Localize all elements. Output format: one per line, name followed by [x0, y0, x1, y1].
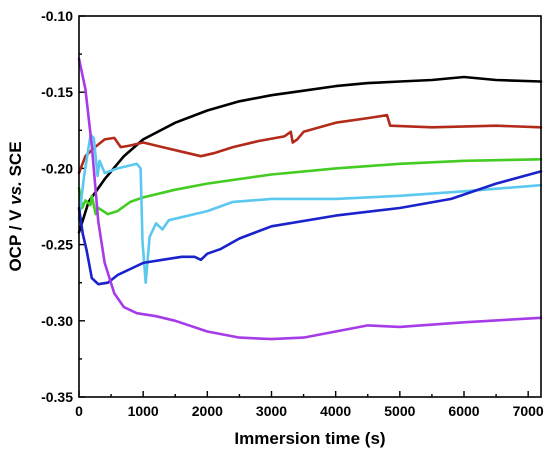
y-tick-label: -0.15 — [41, 84, 73, 100]
y-tick-label: -0.10 — [41, 8, 73, 24]
plot-frame — [78, 15, 542, 398]
series-line-5 — [77, 170, 543, 286]
y-tick-label: -0.30 — [41, 313, 73, 329]
series-line-6 — [77, 57, 543, 341]
series-line-4 — [77, 133, 543, 284]
series-line-1 — [77, 75, 543, 234]
x-tick-label: 5000 — [384, 403, 415, 419]
x-tick-label: 0 — [75, 403, 83, 419]
axis-ticks — [78, 15, 529, 398]
x-tick-label: 2000 — [192, 403, 223, 419]
y-axis-title: OCP / V vs. SCE — [6, 141, 25, 271]
y-axis-title-suffix: SCE — [6, 141, 25, 181]
y-tick-label: -0.20 — [41, 160, 73, 176]
y-tick-label: -0.35 — [41, 389, 73, 405]
series-line-3 — [77, 158, 543, 216]
x-axis-title: Immersion time (s) — [234, 429, 385, 448]
series-group — [77, 57, 543, 341]
y-axis-title-prefix: OCP / V — [6, 205, 25, 272]
y-tick-label: -0.25 — [41, 237, 73, 253]
x-tick-label: 6000 — [448, 403, 479, 419]
tick-labels: 0 1000 2000 3000 4000 5000 6000 7000 -0.10 -0.15 -… — [41, 8, 544, 419]
x-tick-label: 7000 — [513, 403, 544, 419]
series-line-2 — [77, 113, 543, 175]
x-tick-label: 1000 — [128, 403, 159, 419]
x-tick-label: 3000 — [256, 403, 287, 419]
x-tick-label: 4000 — [320, 403, 351, 419]
y-axis-title-italic: vs. — [6, 181, 25, 205]
